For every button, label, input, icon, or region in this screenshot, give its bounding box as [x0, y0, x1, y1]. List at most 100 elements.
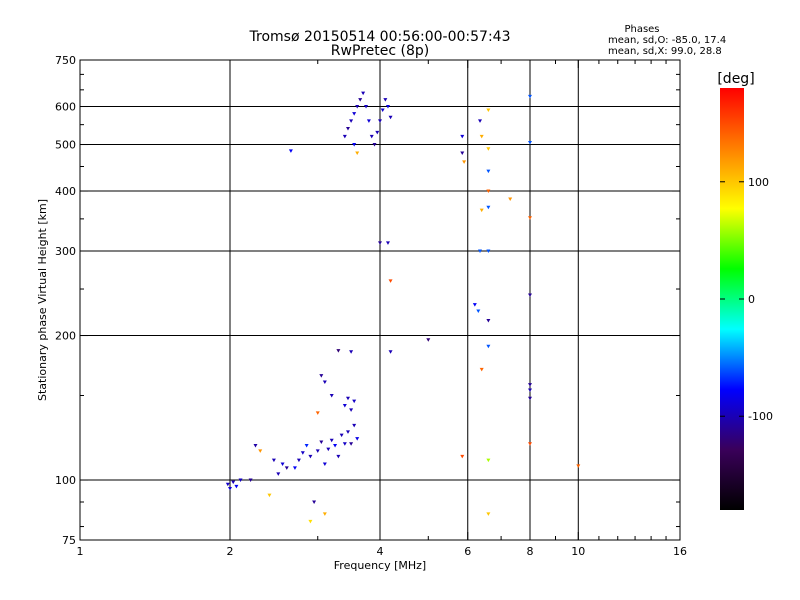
data-point	[319, 374, 324, 378]
y-tick-label: 750	[55, 54, 76, 67]
data-point	[366, 119, 371, 123]
data-point	[352, 423, 357, 428]
x-tick-label: 16	[673, 545, 687, 558]
y-axis-label: Stationary phase Virtual Height [km]	[36, 199, 49, 401]
data-point	[345, 126, 350, 131]
data-point	[319, 440, 324, 445]
data-point	[342, 442, 347, 446]
data-point	[329, 394, 334, 398]
data-point	[383, 98, 388, 102]
data-point	[378, 119, 382, 123]
colorbar-label: [deg]	[717, 71, 754, 87]
data-point	[528, 293, 532, 297]
x-tick-label: 8	[527, 545, 534, 558]
x-tick-label: 4	[377, 545, 384, 558]
data-point	[375, 130, 380, 135]
data-point	[486, 512, 491, 516]
data-point	[528, 396, 532, 401]
y-tick-label: 500	[55, 139, 76, 152]
data-point	[292, 466, 297, 470]
data-point	[333, 444, 338, 448]
data-point	[276, 472, 281, 476]
data-point	[345, 430, 350, 434]
data-point	[248, 478, 253, 483]
data-point	[476, 309, 481, 313]
y-tick-label: 200	[55, 330, 76, 343]
x-axis-label: Frequency [MHz]	[334, 559, 426, 572]
data-point	[388, 279, 393, 283]
data-point	[352, 399, 357, 404]
data-point	[486, 108, 491, 113]
y-tick-label: 100	[55, 474, 76, 487]
data-point	[329, 438, 334, 443]
data-point	[308, 519, 313, 524]
data-point	[308, 454, 313, 459]
data-point	[355, 151, 360, 156]
data-point	[228, 487, 232, 491]
data-point	[253, 444, 258, 448]
data-point	[380, 108, 385, 113]
data-point	[369, 134, 374, 139]
data-point	[486, 147, 491, 151]
data-point	[486, 344, 491, 349]
data-point	[322, 462, 327, 466]
data-point	[472, 303, 477, 307]
data-point	[238, 478, 243, 483]
data-point	[460, 151, 465, 156]
data-point	[300, 451, 305, 455]
data-points	[225, 91, 581, 524]
data-point	[486, 169, 491, 174]
data-point	[478, 119, 483, 123]
data-point	[315, 411, 320, 415]
data-point	[336, 349, 341, 353]
data-point	[576, 464, 581, 468]
data-point	[479, 367, 484, 372]
data-point	[486, 189, 491, 194]
data-point	[352, 112, 357, 116]
y-tick-label: 600	[55, 101, 76, 114]
y-tick-label: 75	[62, 534, 76, 547]
colorbar-tick-label: 0	[748, 293, 755, 306]
legend-heading: Phases	[624, 24, 659, 35]
data-point	[349, 408, 354, 412]
data-point	[349, 442, 354, 446]
data-point	[486, 458, 491, 463]
legend-line-x: mean, sd,X: 99.0, 28.8	[608, 46, 722, 57]
data-point	[355, 105, 360, 109]
data-point	[234, 484, 239, 489]
data-point	[528, 388, 532, 393]
data-point	[385, 105, 390, 109]
data-point	[288, 149, 293, 153]
data-point	[339, 433, 344, 438]
data-point	[528, 140, 532, 145]
data-point	[342, 403, 347, 408]
data-point	[258, 449, 263, 453]
data-point	[352, 143, 357, 147]
y-tick-label: 400	[55, 185, 76, 198]
data-point	[345, 396, 350, 401]
data-point	[322, 380, 327, 385]
data-point	[326, 447, 331, 452]
data-point	[231, 480, 236, 485]
chart-subtitle: RwPretec (8p)	[331, 43, 429, 59]
data-point	[378, 241, 382, 245]
data-point	[508, 197, 513, 202]
x-tick-label: 2	[227, 545, 234, 558]
data-point	[528, 442, 532, 446]
data-point	[336, 454, 341, 459]
data-point	[364, 105, 369, 109]
data-point	[486, 318, 491, 323]
data-point	[271, 458, 276, 463]
data-point	[267, 493, 272, 498]
colorbar-tick-label: -100	[748, 410, 773, 423]
data-point	[460, 454, 465, 459]
data-point	[342, 134, 347, 139]
grid-lines	[80, 60, 680, 540]
data-point	[479, 208, 484, 213]
data-point	[312, 500, 317, 504]
data-point	[486, 249, 491, 254]
data-point	[528, 383, 532, 387]
colorbar-tick-label: 100	[748, 176, 769, 189]
data-point	[355, 437, 360, 441]
data-point	[280, 462, 285, 466]
